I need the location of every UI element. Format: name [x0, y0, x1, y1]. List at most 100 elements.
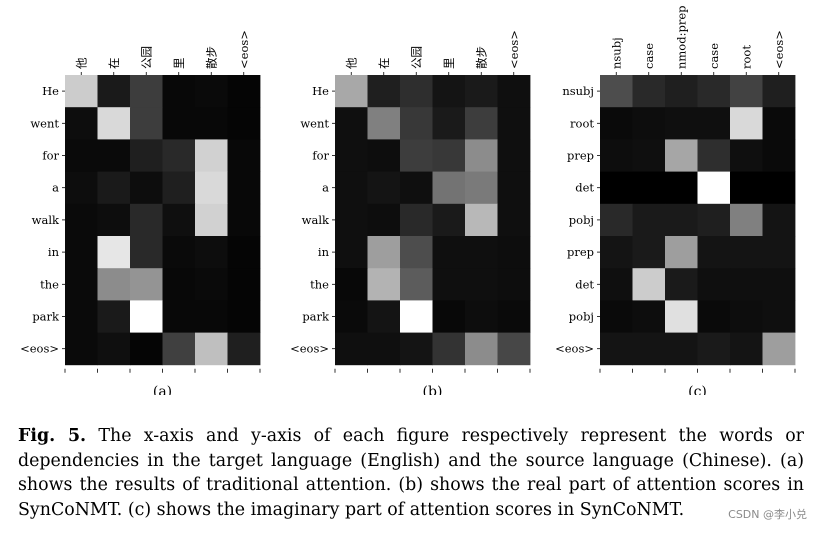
- heatmap-cell: [432, 107, 466, 140]
- heatmap-cell: [130, 203, 163, 237]
- heatmap-cell: [65, 332, 98, 366]
- heatmap-cell: [65, 139, 98, 172]
- heatmap-cell: [400, 107, 433, 140]
- y-tick-label: walk: [302, 213, 330, 227]
- x-tick-label: 他: [74, 57, 88, 69]
- heatmap-cell: [400, 171, 433, 205]
- heatmap-cell: [762, 300, 796, 333]
- heatmap-cell: [335, 139, 368, 172]
- x-tick-label: nmod:prep: [674, 6, 688, 70]
- heatmap-cell: [697, 75, 731, 108]
- heatmap-cell: [465, 300, 498, 333]
- heatmap-cell: [730, 107, 763, 140]
- heatmap-cell: [227, 75, 261, 108]
- heatmap-cell: [97, 236, 131, 269]
- heatmap-cell: [697, 107, 731, 140]
- heatmap-cell: [335, 300, 368, 333]
- heatmap-cell: [665, 75, 698, 108]
- heatmap-cell: [600, 107, 633, 140]
- heatmap-cell: [130, 75, 163, 108]
- heatmap-cell: [465, 107, 498, 140]
- heatmap-cell: [432, 268, 466, 301]
- heatmap-cell: [432, 203, 466, 237]
- heatmap-cell: [730, 75, 763, 108]
- heatmap-panel-b: He went for a walk in the park <eos> 他 在 公园里 散步 <eos>…: [270, 0, 555, 400]
- heatmap-cell: [665, 203, 698, 237]
- heatmap-cell: [762, 75, 796, 108]
- heatmap-cell: [665, 332, 698, 366]
- heatmap-cell: [335, 171, 368, 205]
- heatmap-cell: [195, 107, 228, 140]
- y-tick-label: det: [575, 277, 594, 291]
- heatmap-cell: [97, 332, 131, 366]
- heatmap-cell: [367, 171, 401, 205]
- heatmap-cell: [195, 171, 228, 205]
- heatmap-cell: [162, 107, 196, 140]
- heatmap-cell: [665, 236, 698, 269]
- heatmap-cell: [97, 139, 131, 172]
- x-tick-label: 散步: [474, 46, 488, 69]
- heatmap-cell: [367, 332, 401, 366]
- x-tick-label: <eos>: [237, 30, 251, 69]
- heatmap-cell: [632, 107, 666, 140]
- y-tick-label: went: [30, 116, 59, 130]
- y-tick-label: <eos>: [555, 342, 594, 356]
- heatmap-cell: [497, 171, 531, 205]
- x-tick-label: <eos>: [507, 30, 521, 69]
- y-tick-label: went: [300, 116, 329, 130]
- heatmap-cell: [227, 236, 261, 269]
- x-tick-label: 里: [442, 58, 456, 70]
- heatmap-cell: [697, 203, 731, 237]
- y-tick-label: park: [302, 310, 330, 324]
- heatmap-cell: [97, 203, 131, 237]
- heatmap-cell: [762, 268, 796, 301]
- heatmap-cell: [632, 268, 666, 301]
- heatmap-cell: [335, 332, 368, 366]
- y-tick-label: He: [42, 84, 59, 98]
- y-tick-label: pobj: [569, 310, 594, 324]
- heatmap-cell: [432, 139, 466, 172]
- heatmap-cell: [400, 332, 433, 366]
- heatmap-cell: [335, 75, 368, 108]
- heatmap-cell: [335, 236, 368, 269]
- heatmap-cell: [97, 268, 131, 301]
- heatmap-cell: [665, 139, 698, 172]
- heatmap-cell: [130, 236, 163, 269]
- heatmap-cell: [730, 171, 763, 205]
- heatmap-cell: [227, 107, 261, 140]
- heatmap-cell: [162, 139, 196, 172]
- heatmap-cell: [130, 171, 163, 205]
- heatmap-cell: [130, 300, 163, 333]
- heatmap-cell: [195, 236, 228, 269]
- heatmap-cell: [632, 139, 666, 172]
- heatmap-cell: [227, 171, 261, 205]
- heatmap-cell: [335, 268, 368, 301]
- heatmap-cell: [65, 268, 98, 301]
- heatmap-cell: [195, 203, 228, 237]
- heatmap-cell: [730, 300, 763, 333]
- heatmap-cell: [335, 203, 368, 237]
- heatmap-cell: [162, 75, 196, 108]
- heatmap-cell: [97, 75, 131, 108]
- heatmap-cell: [632, 300, 666, 333]
- x-tick-label: 公园: [139, 46, 153, 69]
- heatmap-cell: [665, 268, 698, 301]
- y-tick-label: pobj: [569, 213, 594, 227]
- heatmap-cell: [65, 203, 98, 237]
- heatmap-cell: [400, 75, 433, 108]
- heatmap-cell: [65, 236, 98, 269]
- heatmap-cell: [367, 203, 401, 237]
- heatmap-cell: [97, 107, 131, 140]
- heatmap-svg: He went for a walk in the park <eos> 他 在 公园里 散步 <eos>…: [290, 30, 531, 400]
- heatmap-cell: [227, 268, 261, 301]
- heatmap-cell: [195, 139, 228, 172]
- heatmap-svg: He went for a walk in the park <eos> 他 在 公园里 散步 <eos>…: [20, 30, 261, 400]
- heatmap-cell: [162, 332, 196, 366]
- heatmap-cell: [162, 203, 196, 237]
- y-tick-label: He: [312, 84, 329, 98]
- heatmap-cell: [497, 332, 531, 366]
- heatmap-cell: [697, 268, 731, 301]
- heatmap-cell: [465, 268, 498, 301]
- watermark: CSDN @李小兑: [728, 508, 807, 521]
- heatmap-cell: [195, 332, 228, 366]
